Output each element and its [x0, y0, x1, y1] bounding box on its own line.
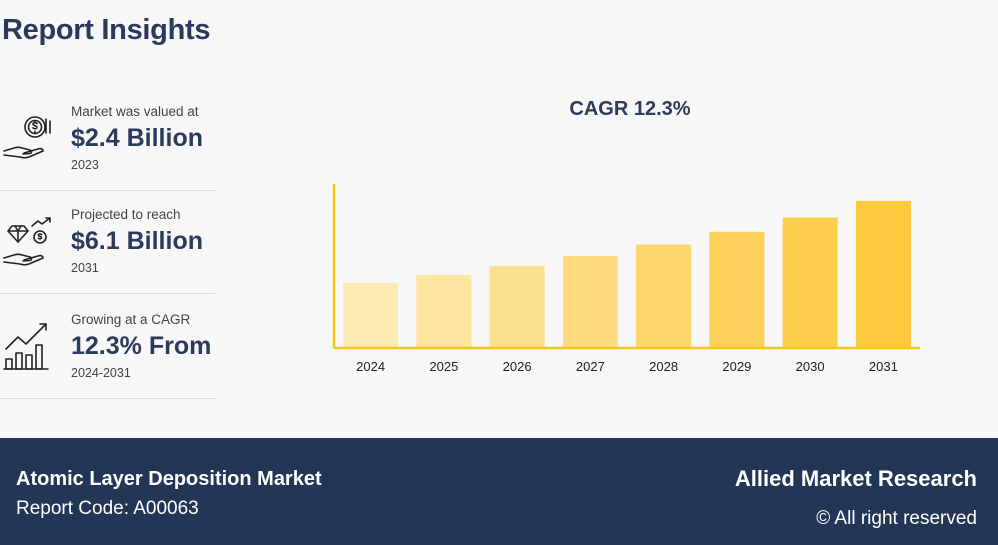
x-tick-label: 2029 — [722, 359, 751, 374]
stat-caption: Projected to reach — [71, 207, 181, 222]
x-tick-label: 2025 — [429, 359, 458, 374]
stat-caption: Growing at a CAGR — [71, 312, 191, 327]
report-code: Report Code: A00063 — [16, 498, 199, 519]
stat-value: 12.3% From — [71, 332, 212, 360]
bar-2028 — [636, 244, 692, 348]
bar-2029 — [709, 231, 765, 348]
diamond-growth-icon — [2, 216, 58, 266]
x-tick-label: 2031 — [869, 359, 898, 374]
bar-2025 — [416, 274, 472, 348]
stat-year: 2031 — [71, 261, 99, 275]
brand-name: Allied Market Research — [734, 466, 977, 491]
growth-chart-icon — [2, 321, 58, 371]
chart-title: CAGR 12.3% — [569, 98, 691, 120]
x-tick-label: 2027 — [576, 359, 605, 374]
footer: Atomic Layer Deposition Market Report Co… — [0, 438, 998, 545]
copyright-text: © All right reserved — [816, 508, 977, 529]
page-title: Report Insights — [2, 14, 211, 46]
bar-2026 — [489, 266, 545, 348]
x-tick-label: 2028 — [649, 359, 678, 374]
stat-value: $2.4 Billion — [71, 124, 203, 152]
money-hand-icon — [2, 111, 58, 161]
bar-2024 — [343, 282, 399, 348]
stat-year: 2024-2031 — [71, 366, 131, 380]
stat-market-value: Market was valued at $2.4 Billion 2023 — [0, 87, 215, 191]
stat-cagr: Growing at a CAGR 12.3% From 2024-2031 — [0, 295, 215, 399]
bar-2027 — [562, 255, 618, 348]
stat-caption: Market was valued at — [71, 104, 199, 119]
x-tick-label: 2024 — [356, 359, 385, 374]
bar-2030 — [782, 217, 838, 348]
stat-value: $6.1 Billion — [71, 227, 203, 255]
x-tick-label: 2030 — [796, 359, 825, 374]
stat-year: 2023 — [71, 158, 99, 172]
market-name: Atomic Layer Deposition Market — [16, 468, 322, 490]
bar-chart: 2024 2025 2026 2027 2028 2029 2030 2031 — [332, 184, 920, 374]
x-tick-label: 2026 — [503, 359, 532, 374]
bar-2031 — [855, 200, 911, 348]
stat-projected-value: Projected to reach $6.1 Billion 2031 — [0, 190, 215, 294]
